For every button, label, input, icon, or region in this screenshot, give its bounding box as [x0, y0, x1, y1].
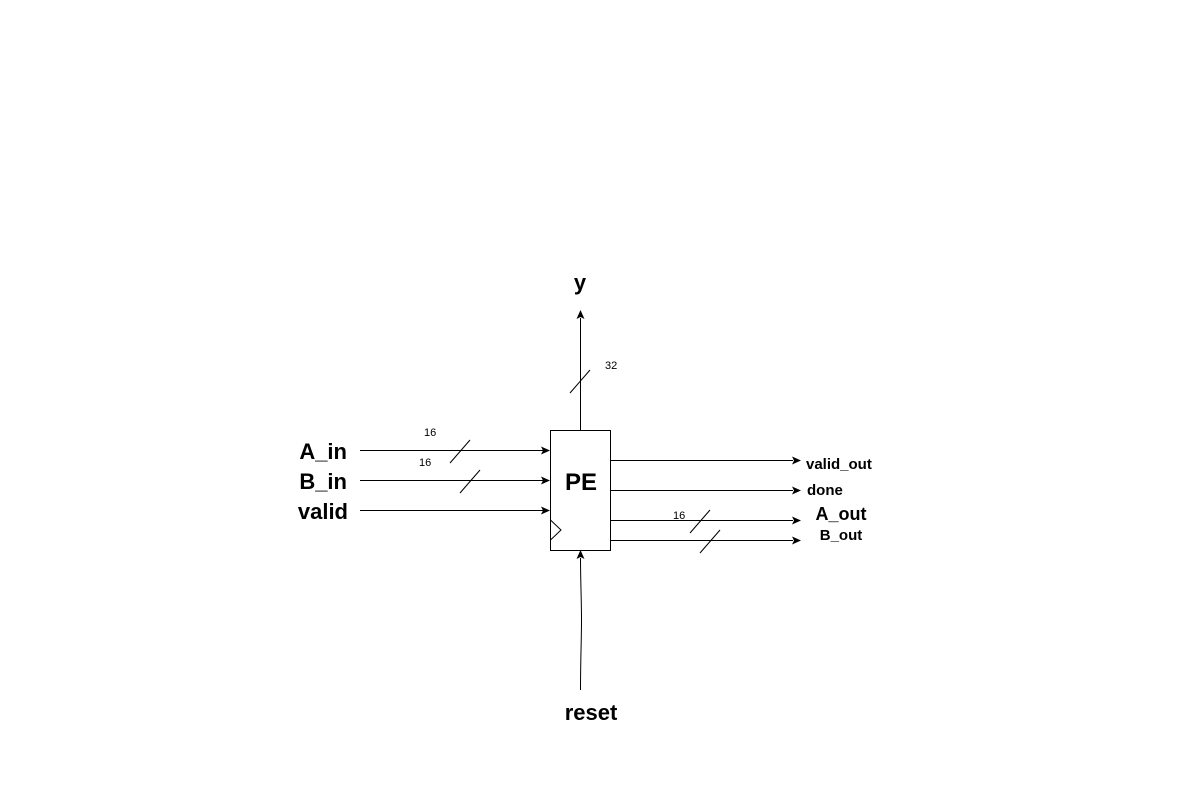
b-in-bus-slash — [459, 469, 481, 494]
b-out-arrowhead — [792, 536, 801, 545]
a-out-label: A_out — [816, 504, 867, 524]
pe-block-label: PE — [565, 469, 597, 496]
valid-out-label: valid_out — [806, 456, 872, 473]
y-bus-slash — [569, 369, 591, 394]
y-label: y — [574, 270, 587, 295]
done-arrowhead — [792, 486, 801, 495]
b-out-label: B_out — [820, 527, 863, 544]
y-bus-width: 32 — [605, 360, 617, 372]
b-in-bus-width: 16 — [419, 457, 431, 469]
a-in-label: A_in — [299, 439, 347, 464]
valid-label: valid — [298, 499, 348, 524]
b-in-arrowhead — [541, 476, 550, 485]
a-out-bus-slash — [689, 509, 711, 534]
b-in-label: B_in — [299, 469, 347, 494]
a-in-bus-width: 16 — [424, 427, 436, 439]
a-in-arrowhead — [541, 446, 550, 455]
reset-label: reset — [565, 700, 618, 725]
reset-wire — [580, 557, 583, 691]
valid-arrowhead — [541, 506, 550, 515]
valid-out-arrowhead — [792, 456, 801, 465]
a-out-arrowhead — [792, 516, 801, 525]
b-out-bus-slash — [699, 529, 721, 554]
a-in-bus-slash — [449, 439, 471, 464]
done-label: done — [807, 482, 843, 499]
a-out-bus-width: 16 — [673, 510, 685, 522]
y-arrowhead — [576, 310, 585, 319]
clock-marker — [550, 519, 562, 541]
reset-arrowhead — [576, 550, 585, 559]
